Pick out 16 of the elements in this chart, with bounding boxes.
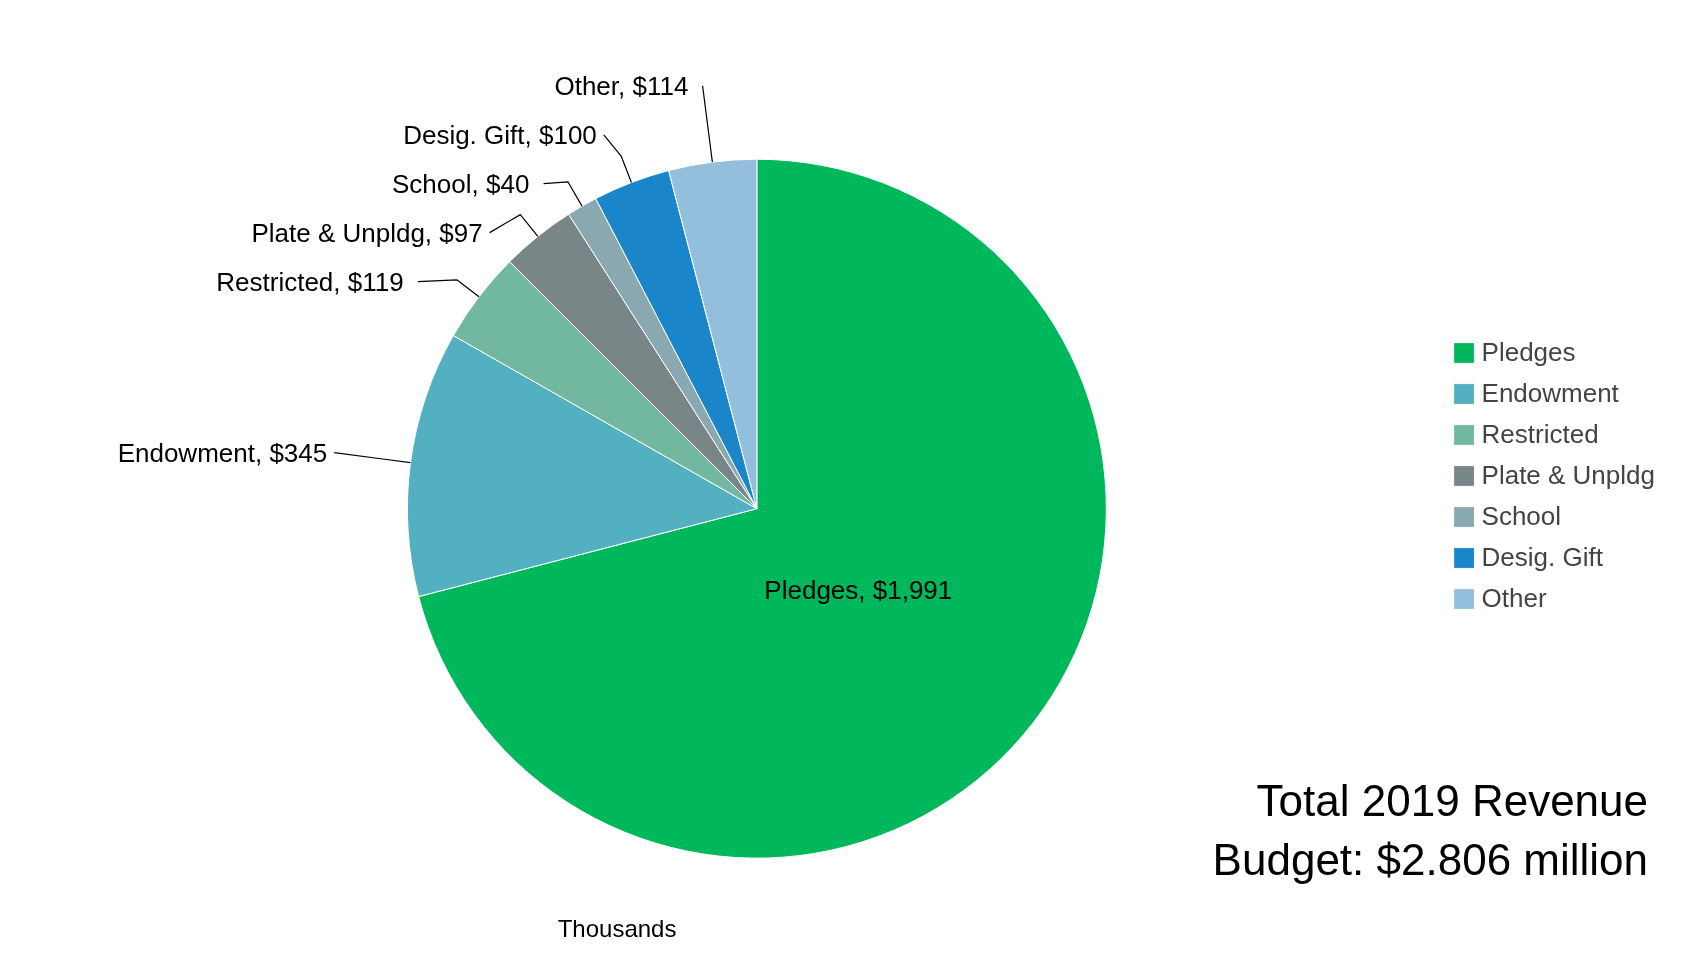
legend-label: Endowment (1481, 377, 1619, 409)
data-label: Other, $114 (554, 70, 689, 101)
data-label: Plate & Unpldg, $97 (251, 217, 483, 248)
legend-label: Plate & Unpldg (1481, 459, 1655, 491)
data-label: Pledges, $1,991 (764, 574, 953, 605)
text: Total 2019 Revenue Budget: $2.806 million (1212, 776, 1649, 885)
legend-label: Pledges (1481, 336, 1576, 368)
legend-label: School (1481, 500, 1562, 532)
data-label: Desig. Gift, $100 (403, 119, 597, 150)
data-label: Restricted, $119 (216, 266, 404, 297)
legend-label: Restricted (1481, 418, 1599, 450)
data-label: Endowment, $345 (117, 437, 328, 468)
legend-label: Desig. Gift (1481, 541, 1603, 573)
legend-label: Other (1481, 582, 1547, 614)
text: Thousands (557, 914, 677, 942)
data-label: School, $40 (392, 168, 530, 199)
